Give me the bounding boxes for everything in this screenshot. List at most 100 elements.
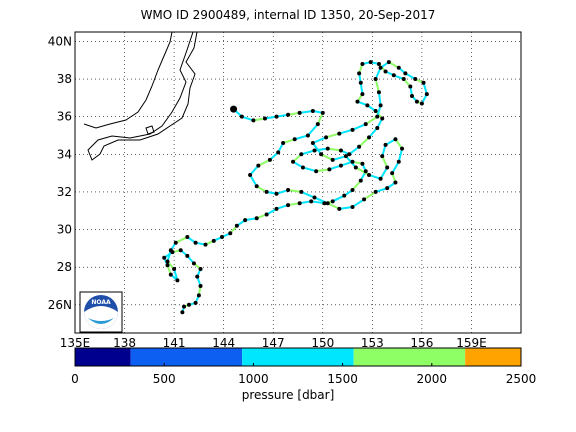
track-point — [262, 116, 267, 121]
track-point — [286, 203, 291, 208]
colorbar-frame — [74, 347, 522, 367]
track-point — [385, 186, 390, 191]
track-point — [274, 206, 279, 211]
track-point — [182, 304, 187, 309]
track-point — [254, 216, 259, 221]
track-segment — [312, 142, 322, 155]
track-segment — [301, 149, 315, 156]
track-point — [409, 93, 414, 98]
track-point — [162, 255, 167, 260]
track-point — [297, 110, 302, 115]
track-point — [325, 146, 330, 151]
lon-tick-label: 144 — [212, 336, 235, 350]
track-point — [367, 135, 372, 140]
track-point — [424, 92, 429, 97]
latitude-tick-labels: 26N 28 30 32 34 36 38 40N — [48, 34, 72, 311]
track-segment — [327, 147, 342, 152]
track-point — [165, 259, 170, 264]
track-segment — [316, 168, 330, 173]
track-point — [305, 133, 310, 138]
track-point — [191, 261, 196, 266]
track-point — [276, 150, 281, 155]
track-segment — [329, 164, 342, 171]
track-point — [365, 103, 370, 108]
track-point — [264, 189, 269, 194]
track-point — [367, 172, 372, 177]
colorbar-tick-label: 0 — [71, 372, 79, 386]
track-point — [362, 197, 367, 202]
track-point — [274, 191, 279, 196]
track-point — [353, 165, 358, 170]
track-point — [310, 140, 315, 145]
track-segment — [300, 190, 315, 199]
longitude-tick-labels: 135E 138 141 144 147 150 153 156 159E — [60, 336, 487, 350]
track-segment — [294, 134, 309, 141]
colorbar-segment — [242, 348, 354, 366]
track-segment — [175, 236, 188, 244]
track-point — [310, 109, 315, 114]
track-segment — [287, 189, 302, 193]
track-point — [403, 71, 408, 76]
track-point — [234, 223, 239, 228]
lat-tick-label: 28 — [57, 260, 72, 274]
track-point — [312, 148, 317, 153]
track-point — [168, 272, 173, 277]
track-point — [327, 167, 332, 172]
track-point — [193, 240, 198, 245]
track-point — [203, 242, 208, 247]
noaa-logo: NOAA — [79, 291, 123, 333]
track-point — [363, 169, 368, 174]
track-end-point — [230, 105, 238, 113]
track-point — [421, 80, 426, 85]
colorbar-tick-label: 1500 — [327, 372, 358, 386]
track-segment — [276, 189, 289, 195]
track-segment — [397, 148, 404, 163]
track-point — [373, 77, 378, 82]
chart-title: WMO ID 2900489, internal ID 1350, 20-Sep… — [140, 8, 436, 22]
track-point — [168, 248, 173, 253]
track-segment — [249, 164, 260, 176]
track-point — [419, 101, 424, 106]
lon-tick-label: 150 — [311, 336, 334, 350]
track-point — [350, 204, 355, 209]
track-segment — [325, 132, 340, 139]
track-point — [185, 253, 190, 258]
track-point — [383, 142, 388, 147]
track-segment — [339, 205, 353, 210]
track-point — [228, 231, 233, 236]
track-point — [380, 154, 385, 159]
track-point — [400, 146, 405, 151]
track-point — [385, 165, 390, 170]
track-segment — [348, 145, 360, 156]
colorbar-segment — [465, 348, 521, 366]
lat-tick-label: 36 — [57, 110, 72, 124]
track-point — [239, 114, 244, 119]
track-segment — [377, 92, 382, 106]
track-point — [376, 61, 381, 66]
track-point — [264, 212, 269, 217]
track-point — [172, 267, 177, 272]
track-segment — [391, 161, 400, 174]
track-segment — [365, 115, 378, 126]
track-segment — [249, 174, 258, 187]
colorbar-tick-label: 2000 — [417, 372, 448, 386]
track-segment — [299, 110, 314, 114]
lon-tick-label: 156 — [410, 336, 433, 350]
track-point — [297, 201, 302, 206]
lon-tick-label: 138 — [113, 336, 136, 350]
coastline — [83, 32, 198, 161]
track-point — [350, 159, 355, 164]
track-point — [267, 157, 272, 162]
track-segment — [276, 204, 289, 210]
track-point — [350, 188, 355, 193]
track-point — [330, 199, 335, 204]
track-point — [380, 116, 385, 121]
track-segment — [381, 155, 389, 168]
track-point — [319, 152, 324, 157]
track-point — [185, 235, 190, 240]
track-segment — [379, 166, 389, 180]
track-point — [198, 283, 203, 288]
track-point — [198, 267, 203, 272]
lat-tick-label: 34 — [57, 147, 72, 161]
